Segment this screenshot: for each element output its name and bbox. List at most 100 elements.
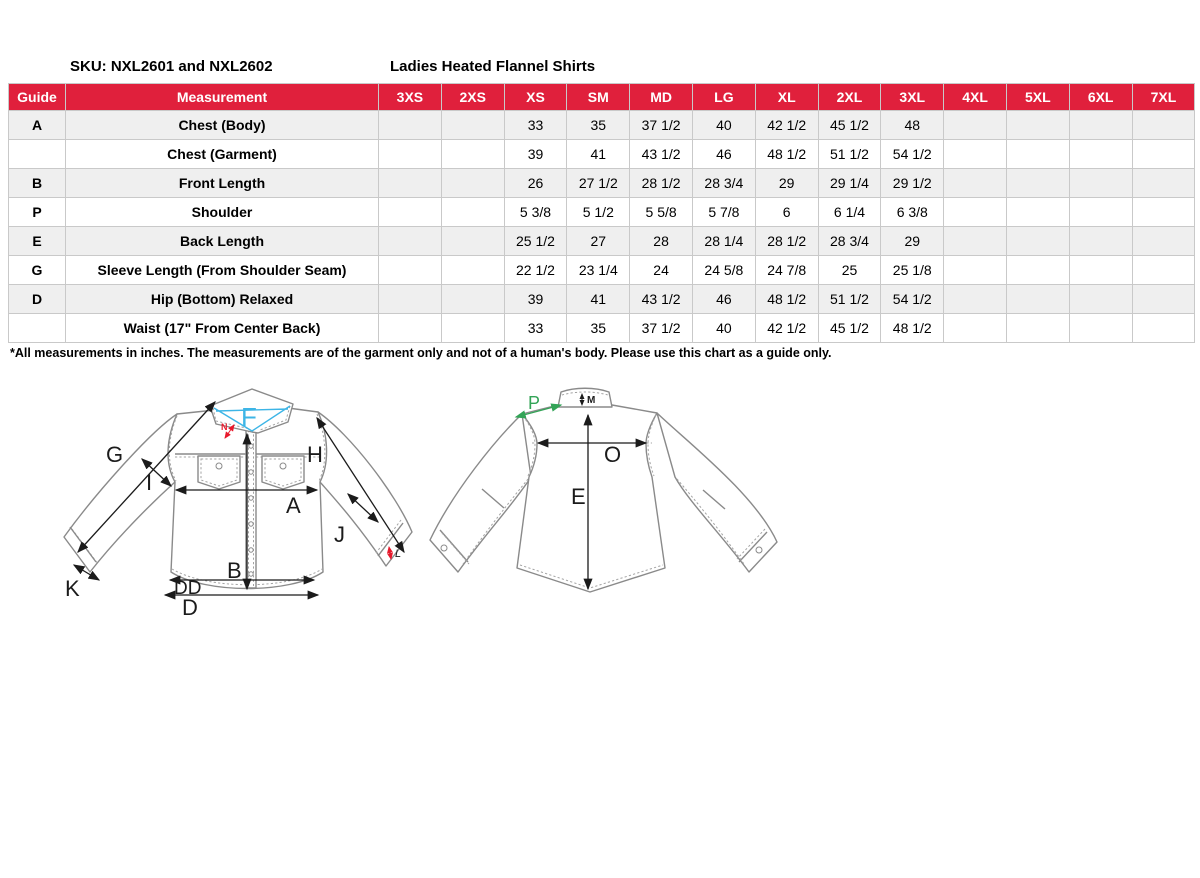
value-cell: 29 1/2 — [880, 168, 945, 198]
value-cell: 26 — [503, 168, 568, 198]
value-cell — [440, 313, 505, 343]
back-right-elbow-seam — [702, 489, 726, 510]
measurement-cell: Back Length — [65, 226, 379, 256]
value-cell: 35 — [566, 313, 631, 343]
value-cell: 39 — [503, 284, 568, 314]
size-chart-table: Guide Measurement 3XS 2XS XS SM MD LG XL 2XL 3XL 4X… — [8, 83, 1196, 343]
back-left-elbow-seam — [481, 488, 505, 509]
guide-cell: P — [8, 197, 66, 227]
value-cell: 6 — [754, 197, 819, 227]
label-i: I — [146, 470, 152, 495]
column-header-guide: Guide — [8, 83, 66, 111]
guide-cell: D — [8, 284, 66, 314]
value-cell: 23 1/4 — [566, 255, 631, 285]
value-cell: 41 — [566, 139, 631, 169]
dim-line-j — [347, 493, 379, 523]
front-shirt-diagram: G I H J A B DD D K L F N — [63, 388, 413, 620]
value-cell: 40 — [691, 110, 756, 140]
value-cell: 40 — [691, 313, 756, 343]
value-cell: 43 1/2 — [629, 139, 693, 169]
value-cell: 5 1/2 — [566, 197, 631, 227]
value-cell: 24 5/8 — [691, 255, 756, 285]
pocket-button-icon — [215, 462, 223, 470]
value-cell: 28 1/2 — [754, 226, 819, 256]
value-cell — [378, 255, 442, 285]
value-cell — [1005, 139, 1070, 169]
table-row: G Sleeve Length (From Shoulder Seam) 22 1/… — [8, 255, 1196, 285]
value-cell: 54 1/2 — [880, 139, 945, 169]
value-cell — [378, 197, 442, 227]
label-d: D — [182, 595, 198, 620]
value-cell: 48 1/2 — [754, 139, 819, 169]
value-cell: 24 7/8 — [754, 255, 819, 285]
back-left-sleeve — [429, 413, 532, 573]
label-a: A — [286, 493, 301, 518]
measurement-cell: Sleeve Length (From Shoulder Seam) — [65, 255, 379, 285]
column-header-7xl: 7XL — [1131, 83, 1196, 111]
dim-line-k — [72, 564, 101, 581]
value-cell — [440, 110, 505, 140]
value-cell — [440, 139, 505, 169]
value-cell — [1005, 168, 1070, 198]
value-cell — [378, 139, 442, 169]
dim-line-n — [224, 424, 235, 439]
value-cell: 27 1/2 — [566, 168, 631, 198]
value-cell: 28 — [629, 226, 693, 256]
table-row: Chest (Garment) 39 41 43 1/2 46 48 1/2 51 1/2 5… — [8, 139, 1196, 169]
value-cell: 29 — [880, 226, 945, 256]
column-header-3xl: 3XL — [880, 83, 945, 111]
back-shirt-diagram: E O P M — [429, 387, 778, 593]
dim-line-i — [141, 458, 172, 487]
value-cell: 28 3/4 — [691, 168, 756, 198]
column-header-lg: LG — [691, 83, 756, 111]
value-cell: 24 — [629, 255, 693, 285]
table-row: A Chest (Body) 33 35 37 1/2 40 42 1/2 45 1/2 48 — [8, 110, 1196, 140]
value-cell: 29 — [754, 168, 819, 198]
value-cell — [1068, 139, 1133, 169]
value-cell — [943, 284, 1007, 314]
value-cell: 54 1/2 — [880, 284, 945, 314]
guide-cell — [8, 139, 66, 169]
value-cell: 48 — [880, 110, 945, 140]
value-cell — [1131, 284, 1196, 314]
value-cell — [1068, 313, 1133, 343]
value-cell — [1068, 110, 1133, 140]
value-cell: 37 1/2 — [629, 110, 693, 140]
back-body — [516, 404, 666, 593]
value-cell — [1005, 255, 1070, 285]
value-cell — [1005, 226, 1070, 256]
value-cell — [378, 284, 442, 314]
column-header-xl: XL — [754, 83, 819, 111]
value-cell: 46 — [691, 139, 756, 169]
dim-line-h — [316, 416, 405, 554]
sku-title: SKU: NXL2601 and NXL2602 — [70, 58, 273, 75]
collar-highlight-line — [213, 405, 291, 432]
label-g: G — [106, 442, 123, 467]
table-row: E Back Length 25 1/2 27 28 28 1/4 28 1/2 28 3/4… — [8, 226, 1196, 256]
column-header-sm: SM — [566, 83, 631, 111]
column-header-6xl: 6XL — [1068, 83, 1133, 111]
value-cell: 6 3/8 — [880, 197, 945, 227]
table-row: D Hip (Bottom) Relaxed 39 41 43 1/2 46 48 1/2 5… — [8, 284, 1196, 314]
value-cell: 42 1/2 — [754, 110, 819, 140]
value-cell: 5 7/8 — [691, 197, 756, 227]
value-cell — [440, 168, 505, 198]
value-cell: 39 — [503, 139, 568, 169]
value-cell: 51 1/2 — [817, 284, 882, 314]
value-cell: 33 — [503, 313, 568, 343]
value-cell: 37 1/2 — [629, 313, 693, 343]
pocket-button-icon — [279, 462, 287, 470]
column-header-3xs: 3XS — [378, 83, 442, 111]
table-row: Waist (17" From Center Back) 33 35 37 1/2 40… — [8, 313, 1196, 343]
value-cell — [943, 139, 1007, 169]
value-cell — [1005, 284, 1070, 314]
measurement-cell: Front Length — [65, 168, 379, 198]
value-cell: 51 1/2 — [817, 139, 882, 169]
product-title: Ladies Heated Flannel Shirts — [390, 58, 596, 75]
front-left-pocket — [197, 455, 241, 490]
footnote: *All measurements in inches. The measure… — [10, 346, 832, 360]
value-cell: 5 3/8 — [503, 197, 568, 227]
value-cell — [943, 226, 1007, 256]
back-right-sleeve — [656, 412, 778, 573]
column-header-4xl: 4XL — [943, 83, 1007, 111]
